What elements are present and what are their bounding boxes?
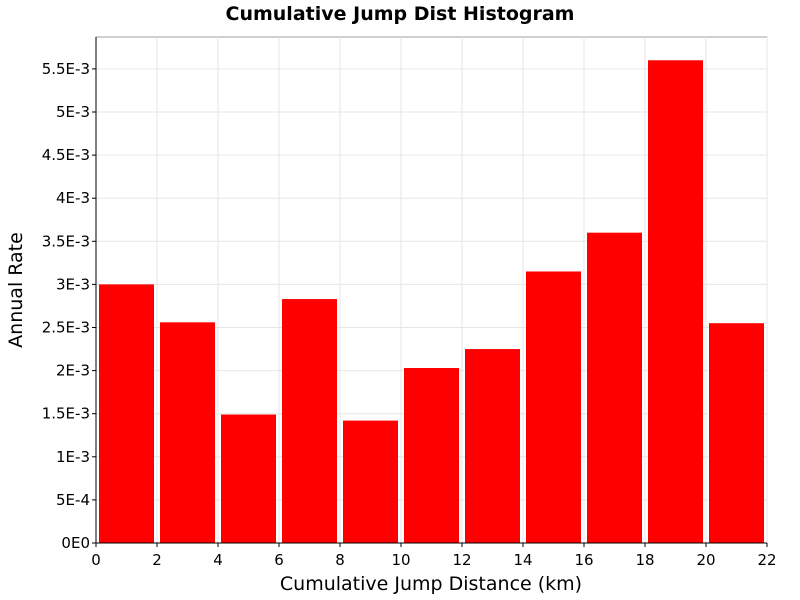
- x-tick-label-4: 8: [335, 551, 345, 569]
- y-tick-label-3: 1.5E-3: [42, 405, 90, 423]
- x-tick-label-0: 0: [91, 551, 101, 569]
- y-tick-label-10: 5E-3: [56, 103, 90, 121]
- bar-0: [99, 284, 154, 543]
- x-tick-label-8: 16: [574, 551, 593, 569]
- x-tick-label-3: 6: [274, 551, 284, 569]
- bar-5: [404, 368, 459, 543]
- bar-3: [282, 299, 337, 543]
- y-tick-label-8: 4E-3: [56, 189, 90, 207]
- bar-10: [709, 323, 764, 543]
- x-tick-label-10: 20: [696, 551, 715, 569]
- axes: 0E0 5E-4 1E-3 1.5E-3 2E-3 2.5E-3 3E-3 3.5E-3 4E-…: [42, 37, 777, 569]
- x-tick-label-2: 4: [213, 551, 223, 569]
- bar-2: [221, 414, 276, 543]
- y-tick-label-9: 4.5E-3: [42, 146, 90, 164]
- y-tick-label-2: 1E-3: [56, 448, 90, 466]
- x-tick-label-1: 2: [152, 551, 162, 569]
- x-axis-label: Cumulative Jump Distance (km): [280, 573, 582, 595]
- bar-7: [526, 271, 581, 543]
- bar-1: [160, 322, 215, 543]
- bar-9: [648, 60, 703, 543]
- chart-title: Cumulative Jump Dist Histogram: [226, 3, 575, 25]
- x-tick-label-9: 18: [635, 551, 654, 569]
- x-tick-label-6: 12: [452, 551, 471, 569]
- x-tick-label-7: 14: [513, 551, 532, 569]
- y-tick-label-11: 5.5E-3: [42, 60, 90, 78]
- y-tick-label-1: 5E-4: [56, 491, 90, 509]
- y-tick-label-0: 0E0: [61, 534, 90, 552]
- x-tick-label-11: 22: [757, 551, 776, 569]
- bar-6: [465, 349, 520, 543]
- y-tick-label-5: 2.5E-3: [42, 318, 90, 336]
- y-tick-label-6: 3E-3: [56, 275, 90, 293]
- y-tick-label-7: 3.5E-3: [42, 232, 90, 250]
- bar-4: [343, 420, 398, 543]
- bars: [99, 60, 764, 543]
- x-tick-label-5: 10: [391, 551, 410, 569]
- y-tick-label-4: 2E-3: [56, 362, 90, 380]
- y-axis-label: Annual Rate: [5, 232, 27, 348]
- bar-8: [587, 232, 642, 543]
